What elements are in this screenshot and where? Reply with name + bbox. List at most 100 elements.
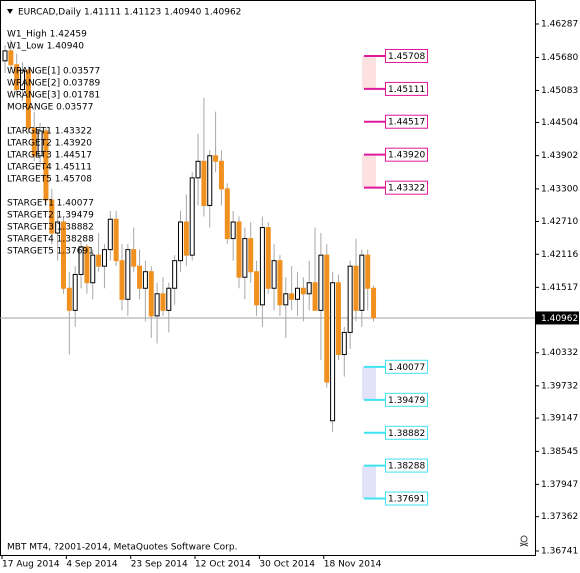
candle-body-down: [353, 265, 359, 311]
info-line: STARGET2 1.39479: [7, 211, 94, 221]
candle-body-down: [31, 127, 37, 157]
target-label-box: [385, 180, 428, 195]
candle-body-down: [224, 188, 230, 240]
target-label: 1.39479: [388, 396, 425, 406]
target-label: 1.40077: [388, 363, 425, 373]
candle-body-down: [131, 249, 137, 267]
candle-body-up: [347, 265, 353, 333]
x-tick-label: 12 Oct 2014: [195, 560, 251, 570]
target-label-box: [385, 458, 428, 473]
candle-body-up: [2, 50, 8, 62]
candle-body-down: [265, 227, 271, 289]
info-line: WRANGE[1] 0.03577: [7, 67, 100, 77]
candle-body-down: [43, 130, 49, 201]
info-line: W1_High 1.42459: [7, 30, 87, 40]
plot-frame: [0, 0, 536, 556]
y-tick-label: 1.45083: [541, 86, 578, 96]
target-label-box: [385, 81, 428, 96]
info-line: W1_Low 1.40940: [7, 42, 84, 52]
candle-body-down: [218, 160, 224, 190]
chart-title: EURCAD,Daily 1.41111 1.41123 1.40940 1.4…: [18, 8, 241, 18]
candle-body-up: [125, 249, 131, 300]
candle-body-up: [341, 331, 347, 356]
y-tick-label: 1.44504: [541, 118, 578, 128]
x-tick-label: 30 Oct 2014: [259, 560, 315, 570]
target-zone: [362, 154, 376, 188]
candle-body-down: [371, 287, 377, 319]
y-tick-label: 1.36741: [541, 546, 578, 556]
y-tick-label: 1.37947: [541, 480, 578, 490]
title-arrow: [7, 9, 13, 14]
candle-body-up: [330, 282, 336, 422]
candle-body-down: [289, 293, 295, 300]
candle-body-down: [160, 293, 166, 311]
candle-body-up: [189, 177, 195, 256]
info-line: LTARGET3 1.44517: [7, 151, 92, 161]
candle-body-down: [25, 69, 31, 129]
current-price-label: 1.40962: [541, 314, 578, 324]
target-zone: [362, 55, 376, 89]
target-label-box: [385, 48, 428, 63]
candle-body-up: [166, 287, 172, 311]
candle-body-up: [142, 271, 148, 289]
y-tick-label: 1.40332: [541, 348, 578, 358]
info-line: STARGET3 1.38882: [7, 223, 94, 233]
candle-body-up: [318, 254, 324, 311]
candle-body-up: [78, 246, 84, 275]
candle-body-up: [178, 221, 183, 262]
y-tick-label: 1.42116: [541, 250, 578, 260]
info-line: STARGET5 1.37691: [7, 247, 94, 257]
y-tick-label: 1.37362: [541, 512, 578, 522]
info-line: LTARGET4 1.45111: [7, 163, 92, 173]
target-label: 1.45708: [388, 52, 425, 62]
info-line: MORANGE 0.03577: [7, 103, 93, 113]
target-label-box: [385, 425, 428, 440]
candle-body-down: [213, 155, 219, 162]
x-tick-label: 17 Aug 2014: [2, 560, 60, 570]
target-label: 1.43322: [388, 184, 425, 194]
target-label: 1.43920: [388, 151, 425, 161]
info-line: LTARGET1 1.43322: [7, 127, 92, 137]
candle-body-down: [14, 64, 20, 91]
info-line: WRANGE[3] 0.01781: [7, 91, 100, 101]
candle-body-up: [154, 293, 160, 317]
info-line: LTARGET5 1.45708: [7, 175, 92, 185]
y-tick-label: 1.45680: [541, 53, 578, 63]
info-line: WRANGE[2] 0.03789: [7, 79, 100, 89]
target-zone: [362, 465, 376, 499]
target-label: 1.45111: [388, 85, 425, 95]
y-tick-label: 1.39147: [541, 414, 578, 424]
target-label: 1.38882: [388, 429, 425, 439]
y-tick-label: 1.43300: [541, 184, 578, 194]
candle-body-down: [236, 221, 242, 278]
candle-body-up: [37, 130, 43, 157]
candle-body-up: [101, 249, 107, 267]
candle-body-up: [295, 287, 300, 300]
candle-body-up: [55, 221, 61, 234]
candle-body-up: [271, 260, 277, 289]
candle-body-up: [195, 160, 201, 179]
target-label: 1.38288: [388, 462, 425, 472]
candle-body-down: [365, 254, 371, 289]
candle-body-down: [277, 260, 283, 306]
x-tick-label: 4 Sep 2014: [66, 560, 118, 570]
info-line: LTARGET2 1.43920: [7, 139, 92, 149]
candle-body-down: [66, 287, 72, 311]
candle-body-up: [172, 260, 178, 289]
info-line: STARGET4 1.38288: [7, 235, 94, 245]
candle-body-down: [335, 282, 341, 356]
candle-body-up: [20, 69, 26, 91]
candle-body-down: [300, 287, 306, 295]
x-tick-label: 23 Sep 2014: [131, 560, 188, 570]
y-tick-label: 1.39732: [541, 381, 578, 391]
x-tick-label: 18 Nov 2014: [324, 560, 382, 570]
candle-body-down: [49, 199, 55, 234]
candle-body-up: [107, 218, 113, 251]
y-tick-label: 1.38545: [541, 447, 578, 457]
y-tick-label: 1.43902: [541, 151, 578, 161]
skull-icon: [519, 535, 529, 547]
candle-body-down: [113, 218, 119, 262]
copyright: MBT MT4, ?2001-2014, MetaQuotes Software…: [7, 543, 237, 553]
